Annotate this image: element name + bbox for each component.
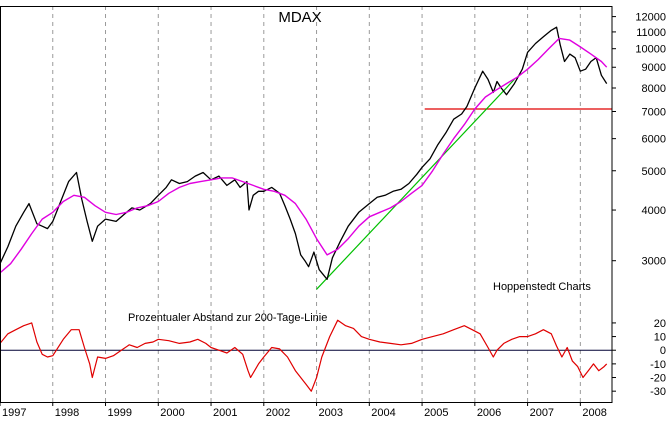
x-tick-label-2005: 2005 (424, 407, 448, 419)
x-tick-label-1999: 1999 (108, 407, 132, 419)
sub-y-tick-label-0: 0 (660, 345, 666, 357)
x-tick-label-2002: 2002 (266, 407, 290, 419)
x-tick-label-1998: 1998 (55, 407, 79, 419)
annotation-hoppenstedt: Hoppenstedt Charts (493, 281, 591, 293)
x-tick-label-1997: 1997 (2, 407, 26, 419)
sub-y-tick-label-10: 10 (654, 332, 666, 344)
subchart-title: Prozentualer Abstand zur 200-Tage-Linie (128, 312, 327, 324)
y-tick-label-4000: 4000 (642, 205, 666, 217)
chart-title: MDAX (278, 9, 321, 26)
y-tick-label-3000: 3000 (642, 256, 666, 268)
y-tick-label-12000: 12000 (635, 12, 666, 24)
x-tick-label-2003: 2003 (319, 407, 343, 419)
y-tick-label-10000: 10000 (635, 44, 666, 56)
sub-y-tick-label--10: -10 (650, 359, 666, 371)
index-line (0, 26, 608, 280)
sub-y-tick-label--20: -20 (650, 373, 666, 385)
y-tick-label-5000: 5000 (642, 166, 666, 178)
sub-y-tick-label-20: 20 (654, 318, 666, 330)
trend-line (316, 78, 515, 290)
sub-y-tick-label--30: -30 (650, 386, 666, 398)
x-tick-label-2008: 2008 (582, 407, 606, 419)
y-tick-label-11000: 11000 (636, 27, 666, 39)
moving_average-line (0, 37, 608, 274)
x-tick-label-2004: 2004 (371, 407, 395, 419)
y-tick-label-9000: 9000 (642, 62, 666, 74)
y-tick-label-6000: 6000 (642, 134, 666, 146)
y-tick-label-8000: 8000 (642, 83, 666, 95)
x-tick-label-2006: 2006 (477, 407, 501, 419)
y-tick-label-7000: 7000 (642, 107, 666, 119)
x-tick-label-2001: 2001 (213, 407, 237, 419)
deviation-line (0, 319, 608, 392)
plot-frame (0, 6, 613, 403)
x-tick-label-2007: 2007 (530, 407, 554, 419)
x-tick-label-2000: 2000 (160, 407, 184, 419)
